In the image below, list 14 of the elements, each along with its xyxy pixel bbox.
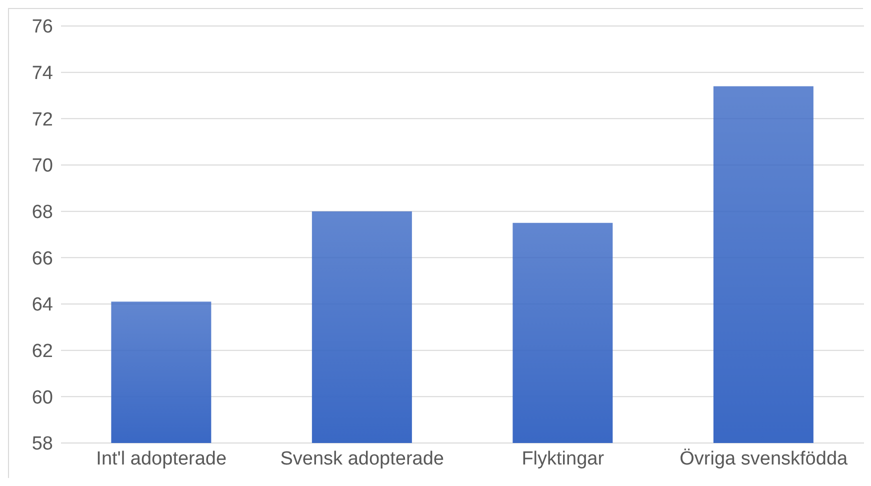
y-tick-label: 62: [32, 341, 53, 362]
y-tick-label: 74: [32, 63, 54, 84]
y-tick-label: 70: [32, 156, 53, 177]
y-tick-label: 58: [32, 434, 53, 455]
x-tick-label: Flyktingar: [522, 448, 605, 470]
y-tick-label: 68: [32, 202, 53, 224]
y-tick-label: 60: [32, 387, 53, 408]
x-tick-label: Int'l adopterade: [96, 448, 227, 470]
x-tick-label: Övriga svenskfödda: [680, 448, 848, 470]
y-tick-label: 64: [32, 294, 54, 316]
y-tick-label: 72: [32, 109, 53, 130]
x-tick-label: Svensk adopterade: [280, 448, 444, 470]
y-tick-label: 76: [32, 16, 53, 38]
y-tick-label: 66: [32, 248, 53, 270]
